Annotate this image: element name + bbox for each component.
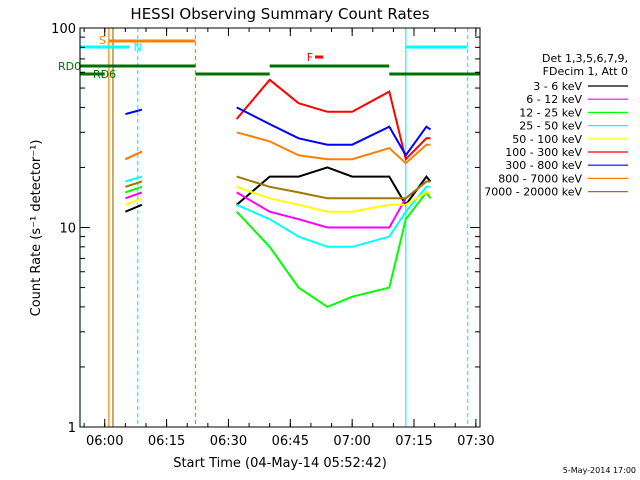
x-tick-label-4: 07:00 xyxy=(333,434,370,449)
series-line-300-800-kev-0 xyxy=(125,108,143,116)
rd6-label: RD6 xyxy=(93,68,116,81)
x-tick-label-6: 07:30 xyxy=(457,434,494,449)
series-line-25-50-kev-1 xyxy=(236,185,431,248)
series-line-100-300-kev-1 xyxy=(235,78,431,162)
legend-label-25-50-kev: 25 - 50 keV xyxy=(519,120,582,133)
legend-label-800-7000-kev: 800 - 7000 keV xyxy=(498,172,582,185)
series-line-800-7000-kev-1 xyxy=(236,131,431,165)
x-tick-label-0: 06:00 xyxy=(86,434,123,449)
x-tick-label-1: 06:15 xyxy=(148,434,185,449)
series-line-800-7000-kev-0 xyxy=(124,150,143,161)
series-line-12-25-kev-0 xyxy=(125,185,143,194)
legend-label-300-800-kev: 300 - 800 keV xyxy=(505,159,582,172)
legend-label-100-300-kev: 100 - 300 keV xyxy=(505,146,582,159)
y-tick-label-0: 1 xyxy=(68,421,76,436)
legend-title-line-1: Det 1,3,5,6,7,9, xyxy=(542,52,628,65)
y-axis-label: Count Rate (s⁻¹ detector⁻¹) xyxy=(29,140,44,317)
series-line-50-100-kev-0 xyxy=(125,197,143,206)
series-line-3-6-kev-0 xyxy=(125,203,143,213)
series-line-300-800-kev-1 xyxy=(236,106,432,158)
legend-label-6-12-kev: 6 - 12 keV xyxy=(526,93,582,106)
f-label: F xyxy=(307,51,313,64)
series-line-6-12-kev-0 xyxy=(125,191,143,200)
series-line-50-100-kev-1 xyxy=(236,185,431,213)
footer-date: 5-May-2014 17:00 xyxy=(563,466,636,475)
n-label: N xyxy=(134,41,142,54)
series-line-7000-20000-kev-0 xyxy=(125,180,143,188)
series-line-7000-20000-kev-1 xyxy=(236,175,431,200)
legend-label-12-25-kev: 12 - 25 keV xyxy=(519,106,582,119)
s-label: S xyxy=(99,34,106,47)
legend-label-50-100-kev: 50 - 100 keV xyxy=(512,133,582,146)
x-tick-label-5: 07:15 xyxy=(395,434,432,449)
rd0-label: RD0 xyxy=(58,60,81,73)
legend-title-line-2: FDecim 1, Att 0 xyxy=(543,65,628,78)
y-tick-label-1: 10 xyxy=(59,222,76,237)
x-tick-label-2: 06:30 xyxy=(210,434,247,449)
x-tick-label-3: 06:45 xyxy=(272,434,309,449)
series-line-12-25-kev-1 xyxy=(235,190,432,309)
x-axis-label: Start Time (04-May-14 05:52:42) xyxy=(173,456,387,471)
axes: 06:00 06:15 06:30 06:45 07:00 07:15 07:30 1 10 10… xyxy=(51,22,494,449)
chart-title: HESSI Observing Summary Count Rates xyxy=(130,5,429,23)
series-line-25-50-kev-0 xyxy=(125,175,143,183)
legend-label-3-6-kev: 3 - 6 keV xyxy=(533,80,582,93)
legend-label-7000-20000-kev: 7000 - 20000 keV xyxy=(484,186,582,199)
plot-marks: S N F RD0 RD6 xyxy=(58,28,480,427)
y-tick-label-2: 100 xyxy=(51,22,76,37)
